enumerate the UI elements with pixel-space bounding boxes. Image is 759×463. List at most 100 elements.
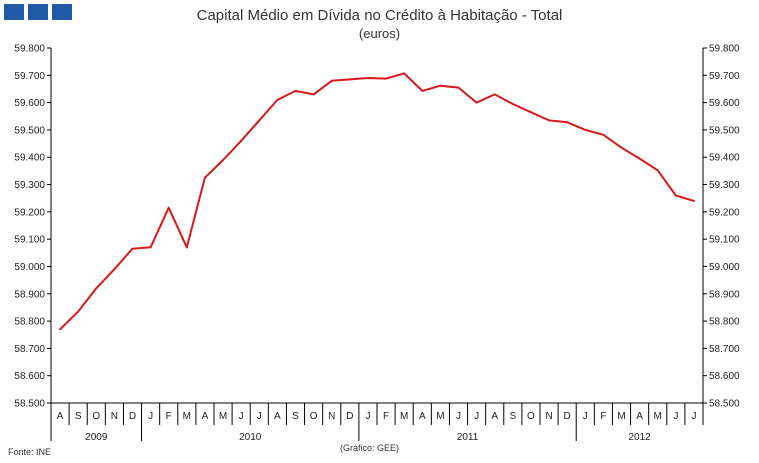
right-y-tick-label: 59.400	[709, 153, 740, 164]
month-label: F	[166, 411, 172, 422]
right-y-tick-label: 59.800	[709, 44, 740, 55]
month-label: O	[92, 411, 100, 422]
data-point	[511, 102, 514, 105]
data-point	[385, 77, 388, 80]
data-point	[421, 89, 424, 92]
series-line	[59, 72, 695, 331]
data-point	[167, 206, 170, 209]
right-y-tick-label: 58.900	[709, 289, 740, 300]
logo-square-icon	[52, 4, 72, 20]
data-point	[457, 86, 460, 89]
data-point	[403, 72, 406, 75]
month-label: J	[239, 411, 244, 422]
data-point	[566, 121, 569, 124]
month-label: S	[509, 411, 516, 422]
left-y-tick-label: 59.200	[14, 207, 45, 218]
data-point	[638, 157, 641, 160]
month-label: M	[219, 411, 227, 422]
data-point	[258, 119, 261, 122]
month-label: J	[148, 411, 153, 422]
year-label: 2010	[239, 432, 262, 443]
left-y-tick-label: 58.900	[14, 289, 45, 300]
data-point	[222, 158, 225, 161]
data-point	[240, 139, 243, 142]
month-label: N	[111, 411, 118, 422]
chart-title: Capital Médio em Dívida no Crédito à Hab…	[196, 7, 563, 24]
logo-square-icon	[28, 4, 48, 20]
data-point	[59, 328, 62, 331]
month-label: A	[57, 411, 64, 422]
year-label: 2012	[628, 432, 651, 443]
month-label: A	[274, 411, 281, 422]
left-y-tick-label: 59.000	[14, 262, 45, 273]
month-label: S	[75, 411, 82, 422]
right-y-tick-label: 58.500	[709, 399, 740, 410]
month-label: F	[383, 411, 389, 422]
month-label: M	[617, 411, 625, 422]
month-label: J	[691, 411, 696, 422]
data-point	[330, 79, 333, 82]
month-label: F	[600, 411, 606, 422]
month-label: M	[183, 411, 191, 422]
left-y-tick-label: 58.800	[14, 317, 45, 328]
month-label: A	[636, 411, 643, 422]
source-note: Fonte: INE	[8, 447, 52, 457]
left-y-tick-label: 59.100	[14, 235, 45, 246]
left-y-tick-label: 58.600	[14, 371, 45, 382]
left-y-tick-label: 59.400	[14, 153, 45, 164]
left-y-tick-label: 58.500	[14, 399, 45, 410]
left-y-tick-label: 59.300	[14, 180, 45, 191]
data-point	[185, 246, 188, 249]
logo-square-icon	[4, 4, 24, 20]
data-point	[529, 111, 532, 114]
data-point	[113, 268, 116, 271]
data-point	[674, 194, 677, 197]
data-point	[131, 247, 134, 250]
month-label: N	[328, 411, 335, 422]
month-label: J	[474, 411, 479, 422]
logo	[4, 4, 72, 20]
data-point	[439, 84, 442, 87]
month-label: A	[202, 411, 209, 422]
year-label: 2011	[457, 432, 479, 443]
data-point	[95, 287, 98, 290]
data-point	[348, 78, 351, 81]
month-label: J	[365, 411, 370, 422]
left-y-tick-label: 59.500	[14, 125, 45, 136]
right-y-tick-label: 59.700	[709, 71, 740, 82]
right-y-tick-label: 59.100	[709, 235, 740, 246]
month-label: A	[419, 411, 426, 422]
month-label: A	[491, 411, 498, 422]
data-point	[77, 310, 80, 313]
data-point	[584, 128, 587, 131]
month-label: M	[400, 411, 408, 422]
month-label: M	[654, 411, 662, 422]
right-y-tick-label: 59.000	[709, 262, 740, 273]
month-label: S	[292, 411, 299, 422]
data-point	[294, 89, 297, 92]
data-point	[203, 176, 206, 179]
right-y-tick-label: 58.700	[709, 344, 740, 355]
right-y-tick-label: 59.500	[709, 125, 740, 136]
right-y-tick-label: 59.200	[709, 207, 740, 218]
month-label: N	[545, 411, 552, 422]
data-point	[149, 246, 152, 249]
data-point	[620, 146, 623, 149]
chart-credit: (Gráfico: GEE)	[340, 443, 400, 453]
data-point	[656, 169, 659, 172]
chart-subtitle: (euros)	[358, 26, 401, 41]
month-label: J	[583, 411, 588, 422]
data-point	[276, 98, 279, 101]
month-label: M	[436, 411, 444, 422]
data-point	[493, 93, 496, 96]
left-y-tick-label: 59.700	[14, 71, 45, 82]
data-point	[692, 199, 695, 202]
right-y-tick-label: 59.600	[709, 98, 740, 109]
right-y-tick-label: 59.300	[709, 180, 740, 191]
month-label: O	[310, 411, 318, 422]
month-label: J	[456, 411, 461, 422]
month-label: D	[564, 411, 571, 422]
month-label: O	[527, 411, 535, 422]
data-point	[312, 93, 315, 96]
